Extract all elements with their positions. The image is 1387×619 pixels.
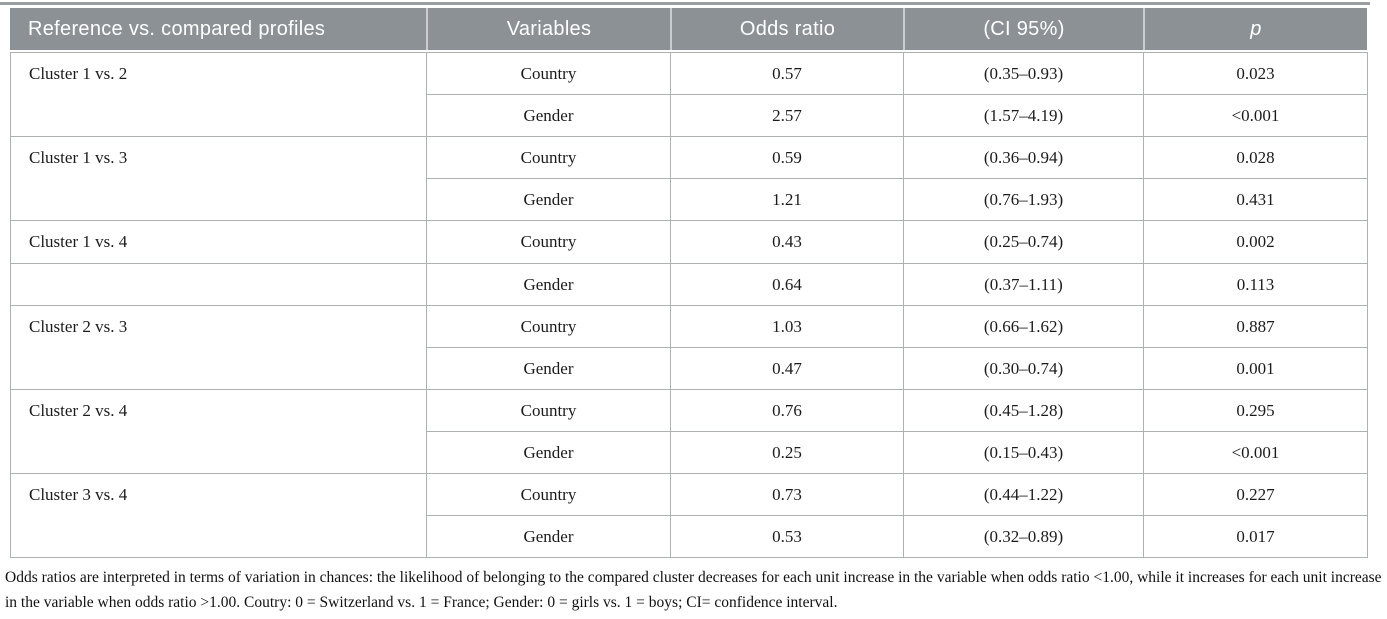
- p-value-cell: 0.887: [1143, 305, 1368, 348]
- profile-cell: Cluster 1 vs. 2: [10, 52, 427, 137]
- p-value-cell: 0.002: [1143, 220, 1368, 264]
- ci-cell: (0.76–1.93): [903, 178, 1144, 221]
- table-row: Gender 1.21 (0.76–1.93) 0.431: [11, 178, 1368, 221]
- table-row: Cluster 2 vs. 3 Country 1.03 (0.66–1.62) 0.8…: [10, 305, 1368, 390]
- profile-cell: Cluster 1 vs. 4: [10, 220, 427, 264]
- variable-cell: Country: [426, 220, 671, 264]
- table-row: Cluster 1 vs. 4 Country 0.43 (0.25–0.74) 0.0…: [10, 220, 1368, 264]
- table-footnote: Odds ratios are interpreted in terms of …: [5, 569, 1382, 611]
- p-value-cell: <0.001: [1143, 94, 1368, 137]
- p-value-cell: 0.431: [1143, 178, 1368, 221]
- table-row: Gender 2.57 (1.57–4.19) <0.001: [11, 94, 1368, 137]
- ci-cell: (1.57–4.19): [903, 94, 1144, 137]
- variable-cell: Gender: [426, 347, 671, 390]
- variable-cell: Gender: [426, 431, 671, 474]
- header-p-value: p: [1143, 8, 1367, 50]
- table-row: Cluster 1 vs. 2 Country 0.57 (0.35–0.93) 0.0…: [10, 52, 1368, 137]
- odds-ratio-cell: 0.43: [670, 220, 904, 264]
- profile-cell: Cluster 1 vs. 3: [10, 136, 427, 221]
- table-row: Cluster 3 vs. 4 Country 0.73 (0.44–1.22) 0.2…: [10, 473, 1368, 558]
- variable-cell: Gender: [426, 178, 671, 221]
- profile-cell: Cluster 2 vs. 3: [10, 305, 427, 390]
- ci-cell: (0.37–1.11): [903, 263, 1144, 306]
- table-row: Cluster 1 vs. 3 Country 0.59 (0.36–0.94) 0.0…: [10, 136, 1368, 221]
- table-row: Gender 0.53 (0.32–0.89) 0.017: [11, 515, 1368, 558]
- odds-ratio-cell: 1.03: [670, 305, 904, 348]
- p-value-cell: 0.023: [1143, 52, 1368, 95]
- table-header-row: Reference vs. compared profiles Variable…: [10, 8, 1367, 50]
- p-value-cell: 0.001: [1143, 347, 1368, 390]
- ci-cell: (0.36–0.94): [903, 136, 1144, 179]
- table-row: Gender 0.64 (0.37–1.11) 0.113: [10, 263, 1368, 306]
- p-value-cell: 0.113: [1143, 263, 1368, 306]
- header-variables: Variables: [426, 8, 670, 50]
- variable-cell: Gender: [426, 263, 671, 306]
- ci-cell: (0.66–1.62): [903, 305, 1144, 348]
- p-value-cell: <0.001: [1143, 431, 1368, 474]
- ci-cell: (0.15–0.43): [903, 431, 1144, 474]
- table-body: Cluster 1 vs. 2 Country 0.57 (0.35–0.93) 0.0…: [10, 52, 1368, 558]
- odds-ratio-cell: 0.64: [670, 263, 904, 306]
- ci-cell: (0.30–0.74): [903, 347, 1144, 390]
- odds-ratio-cell: 0.57: [670, 52, 904, 95]
- table-top-rule: [0, 2, 1370, 5]
- p-value-cell: 0.017: [1143, 515, 1368, 558]
- odds-ratio-table: Cluster 1 vs. 2 Country 0.57 (0.35–0.93) 0.0…: [10, 52, 1368, 558]
- variable-cell: Country: [426, 305, 671, 348]
- ci-cell: (0.35–0.93): [903, 52, 1144, 95]
- odds-ratio-cell: 0.47: [670, 347, 904, 390]
- odds-ratio-cell: 0.25: [670, 431, 904, 474]
- ci-cell: (0.25–0.74): [903, 220, 1144, 264]
- ci-cell: (0.44–1.22): [903, 473, 1144, 516]
- odds-ratio-cell: 1.21: [670, 178, 904, 221]
- table-row: Gender 0.25 (0.15–0.43) <0.001: [11, 431, 1368, 474]
- profile-cell: Cluster 3 vs. 4: [10, 473, 427, 558]
- ci-cell: (0.32–0.89): [903, 515, 1144, 558]
- header-reference-profiles: Reference vs. compared profiles: [28, 18, 326, 40]
- odds-ratio-cell: 0.73: [670, 473, 904, 516]
- variable-cell: Country: [426, 52, 671, 95]
- variable-cell: Country: [426, 473, 671, 516]
- header-odds-ratio: Odds ratio: [670, 8, 903, 50]
- odds-ratio-cell: 0.76: [670, 389, 904, 432]
- odds-ratio-cell: 2.57: [670, 94, 904, 137]
- variable-cell: Country: [426, 136, 671, 179]
- variable-cell: Gender: [426, 94, 671, 137]
- odds-ratio-cell: 0.59: [670, 136, 904, 179]
- profile-cell: Cluster 2 vs. 4: [10, 389, 427, 474]
- p-value-cell: 0.028: [1143, 136, 1368, 179]
- variable-cell: Country: [426, 389, 671, 432]
- header-ci-95: (CI 95%): [903, 8, 1143, 50]
- table-row: Gender 0.47 (0.30–0.74) 0.001: [11, 347, 1368, 390]
- odds-ratio-cell: 0.53: [670, 515, 904, 558]
- p-value-cell: 0.295: [1143, 389, 1368, 432]
- p-value-cell: 0.227: [1143, 473, 1368, 516]
- ci-cell: (0.45–1.28): [903, 389, 1144, 432]
- profile-cell-empty: [10, 263, 427, 306]
- table-row: Cluster 2 vs. 4 Country 0.76 (0.45–1.28) 0.2…: [10, 389, 1368, 474]
- variable-cell: Gender: [426, 515, 671, 558]
